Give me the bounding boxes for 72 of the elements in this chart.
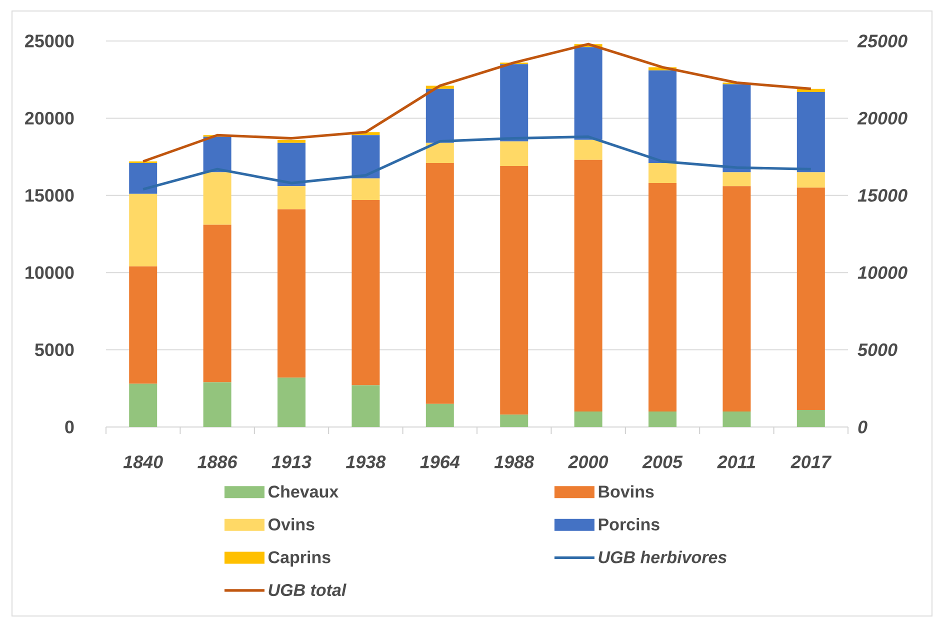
x-tick-label: 2000 [568,456,608,468]
bar [203,172,232,225]
bar [574,412,602,427]
bar [796,172,825,188]
bar [722,186,751,412]
legend-label: UGB total [268,584,346,596]
y-tick-label: 20000 [25,112,74,125]
bar [129,384,158,427]
legend-label: Porcins [598,518,660,530]
bar [648,162,677,184]
bar [352,200,380,386]
x-tick-label: 2017 [790,456,832,468]
bar [278,142,306,186]
y-tick-label: 0 [65,420,74,434]
bar [574,47,602,140]
y-tick-label: 15000 [26,189,74,202]
x-tick-label: 1988 [494,456,534,468]
legend-label: Ovins [268,518,314,530]
bar [352,178,380,200]
x-tick-label: 1913 [272,456,312,468]
bar [426,162,454,404]
y-tick-label: 10000 [26,266,74,279]
x-tick-label: 2005 [642,456,683,468]
bar [648,70,677,163]
bar [278,186,306,210]
x-tick-label: 1964 [420,456,460,468]
bar [500,141,528,166]
bar [426,404,454,427]
bar [352,135,380,178]
y-tick-label: 25000 [25,34,74,48]
bar [203,136,232,172]
bar [500,166,528,415]
y2-tick-label: 25000 [857,34,908,48]
bar [129,162,158,194]
y2-tick-label: 10000 [858,266,908,279]
y2-tick-label: 20000 [857,112,908,125]
y-tick-label: 5000 [34,343,74,356]
bar [129,266,158,384]
y2-tick-label: 5000 [858,343,898,356]
bar [500,64,528,142]
legend-label: Caprins [268,550,330,567]
legend-label: Bovins [598,485,654,498]
bar [278,378,306,427]
line-series [142,42,812,163]
bar [574,140,602,160]
bar [796,92,825,172]
bar [722,172,751,186]
bar [426,88,454,143]
bar [648,412,677,427]
y2-tick-label: 15000 [858,189,908,202]
bar [203,382,232,427]
x-tick-label: 2011 [717,456,756,468]
bar [574,160,602,412]
x-tick-label: 1840 [123,456,163,468]
bar [352,385,380,427]
bar [796,410,825,427]
bar [203,224,232,382]
bar [278,209,306,378]
x-tick-label: 1938 [346,456,386,468]
bar [722,84,751,172]
bar [648,183,677,412]
bar [796,188,825,410]
legend-label: UGB herbivores [598,550,727,564]
bar [426,142,454,163]
x-tick-label: 1886 [198,456,238,468]
bar [129,194,158,266]
bar [278,140,306,143]
line-series [142,135,812,191]
bar [500,414,528,427]
legend-label: Chevaux [268,485,339,498]
y2-tick-label: 0 [858,420,868,434]
bar [722,412,751,427]
